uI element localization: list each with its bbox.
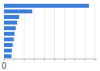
grid-line <box>54 3 55 59</box>
chart-container: 0 <box>0 0 100 71</box>
bar <box>4 37 14 41</box>
chart: 0 <box>0 0 100 71</box>
bar <box>4 21 17 25</box>
bar <box>4 54 11 58</box>
bar <box>4 49 12 53</box>
bars <box>4 4 89 58</box>
grid-line <box>34 3 35 59</box>
bar <box>4 43 13 47</box>
bar <box>4 26 16 30</box>
grid-line <box>64 3 65 59</box>
bar <box>4 32 15 36</box>
x-axis-line <box>4 59 97 60</box>
bar <box>4 15 19 19</box>
grid-line <box>84 3 85 59</box>
grid-line <box>94 3 95 59</box>
bar <box>4 4 89 8</box>
bar <box>4 9 32 13</box>
grid-line <box>44 3 45 59</box>
grid-line <box>74 3 75 59</box>
tick-label: 0 <box>1 62 6 71</box>
